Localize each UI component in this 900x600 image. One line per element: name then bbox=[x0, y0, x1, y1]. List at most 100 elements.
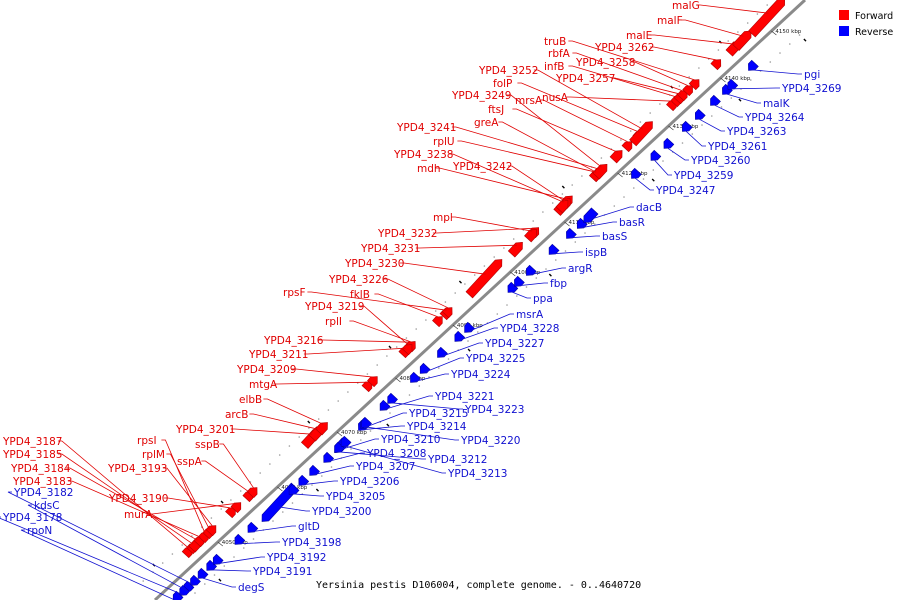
marker-dot bbox=[545, 268, 547, 270]
leader-reverse bbox=[580, 221, 617, 229]
marker-dot bbox=[464, 283, 466, 285]
marker-dot bbox=[213, 574, 216, 576]
leader-reverse bbox=[725, 93, 761, 104]
gene-label-forward: YPD4_3252 bbox=[478, 65, 538, 77]
gene-label-reverse: YPD4_3178 bbox=[2, 512, 62, 524]
marker-dot bbox=[454, 292, 457, 294]
gene-label-forward: rplM bbox=[142, 449, 165, 461]
marker-dot bbox=[330, 466, 333, 468]
gene-label-forward: YPD4_3184 bbox=[10, 463, 71, 475]
marker-dot bbox=[542, 211, 544, 213]
gene-label-forward: sspB bbox=[195, 439, 220, 451]
gene-label-reverse: dacB bbox=[636, 202, 662, 214]
gene-label-reverse: YPD4_3221 bbox=[434, 391, 494, 403]
gene-label-forward: elbB bbox=[239, 394, 262, 406]
gene-label-forward: ftsJ bbox=[488, 104, 504, 116]
gene-arrow-forward bbox=[592, 163, 608, 180]
marker-dash bbox=[561, 185, 565, 189]
gene-label-reverse: rpoN bbox=[27, 525, 52, 537]
marker-dash bbox=[548, 273, 552, 277]
leader-forward bbox=[435, 167, 567, 200]
gene-label-reverse: YPD4_3223 bbox=[464, 404, 524, 416]
marker-dot bbox=[584, 232, 586, 234]
marker-dash bbox=[651, 178, 655, 182]
leader-reverse bbox=[440, 342, 483, 358]
marker-dot bbox=[750, 79, 752, 81]
marker-dot bbox=[571, 184, 573, 186]
leader-forward bbox=[273, 381, 369, 385]
marker-dot bbox=[681, 142, 684, 144]
leader-reverse bbox=[7, 491, 194, 586]
leader-reverse bbox=[529, 267, 566, 276]
leader-reverse bbox=[216, 556, 265, 565]
leader-reverse bbox=[569, 235, 600, 239]
marker-dot bbox=[347, 391, 349, 393]
leader-reverse bbox=[238, 541, 280, 545]
leader-reverse bbox=[413, 373, 449, 383]
gene-arrow-reverse bbox=[190, 574, 201, 586]
marker-dot bbox=[532, 220, 534, 222]
marker-dot bbox=[376, 364, 379, 366]
leader-forward bbox=[517, 82, 640, 133]
marker-dot bbox=[438, 367, 440, 369]
gene-label-forward: YPD4_3190 bbox=[108, 493, 168, 505]
leader-reverse bbox=[302, 480, 338, 486]
marker-dot bbox=[447, 358, 450, 360]
marker-dot bbox=[317, 418, 320, 420]
marker-dot bbox=[789, 43, 791, 45]
gene-label-forward: greA bbox=[474, 117, 499, 129]
leader-forward bbox=[630, 61, 690, 87]
marker-dot bbox=[366, 373, 369, 375]
leader-forward bbox=[67, 480, 201, 538]
gene-label-forward: malF bbox=[657, 15, 683, 27]
leader-forward bbox=[383, 278, 449, 309]
marker-dot bbox=[769, 61, 772, 63]
gene-label-reverse: YPD4_3200 bbox=[311, 506, 371, 518]
marker-dash bbox=[218, 578, 222, 582]
gene-arrow-reverse bbox=[681, 120, 693, 132]
gene-arrow-forward bbox=[748, 0, 785, 38]
gene-arrow-reverse bbox=[650, 149, 662, 161]
gene-label-forward: mtgA bbox=[249, 379, 278, 391]
marker-dot bbox=[717, 49, 720, 51]
gene-arrow-reverse bbox=[379, 399, 391, 411]
leader-reverse bbox=[363, 412, 407, 429]
gene-label-forward: YPD4_3230 bbox=[344, 258, 404, 270]
marker-dash bbox=[307, 420, 311, 424]
gene-label-forward: arcB bbox=[225, 409, 249, 421]
leader-forward bbox=[572, 52, 685, 92]
kbp-tick-mark bbox=[771, 30, 777, 36]
marker-dash bbox=[467, 348, 471, 352]
gene-label-forward: YPD4_3183 bbox=[12, 476, 72, 488]
gene-label-reverse: kdsC bbox=[34, 500, 60, 512]
marker-dot bbox=[564, 250, 567, 252]
marker-dot bbox=[600, 157, 603, 159]
gene-label-reverse: YPD4_3210 bbox=[380, 434, 440, 446]
gene-label-reverse: YPD4_3207 bbox=[355, 461, 415, 473]
gene-label-forward: YPD4_3242 bbox=[452, 161, 512, 173]
marker-dot bbox=[473, 274, 476, 276]
marker-dash bbox=[220, 500, 224, 504]
gene-label-forward: folP bbox=[493, 78, 512, 90]
gene-label-reverse: malK bbox=[763, 98, 791, 110]
label-leaders bbox=[0, 4, 802, 600]
marker-dot bbox=[581, 175, 583, 177]
gene-label-forward: YPD4_3238 bbox=[393, 149, 453, 161]
gene-label-forward: infB bbox=[544, 61, 564, 73]
gene-label-reverse: YPD4_3263 bbox=[726, 126, 786, 138]
gene-arrow-forward bbox=[432, 316, 443, 328]
leader-reverse bbox=[634, 177, 654, 191]
leader-reverse bbox=[731, 87, 780, 90]
leader-reverse bbox=[20, 529, 176, 600]
gene-arrow-forward bbox=[609, 150, 623, 164]
gene-label-forward: malG bbox=[672, 0, 700, 12]
marker-dot bbox=[633, 187, 635, 189]
legend-forward-label: Forward bbox=[855, 11, 893, 22]
gene-label-forward: YPD4_3219 bbox=[304, 301, 364, 313]
gene-label-reverse: pgi bbox=[804, 69, 820, 81]
gene-arrow-reverse bbox=[722, 83, 733, 95]
gene-label-reverse: YPD4_3182 bbox=[13, 487, 73, 499]
marker-dot bbox=[428, 376, 430, 378]
leader-forward bbox=[649, 46, 718, 61]
legend: Forward Reverse bbox=[839, 10, 893, 38]
